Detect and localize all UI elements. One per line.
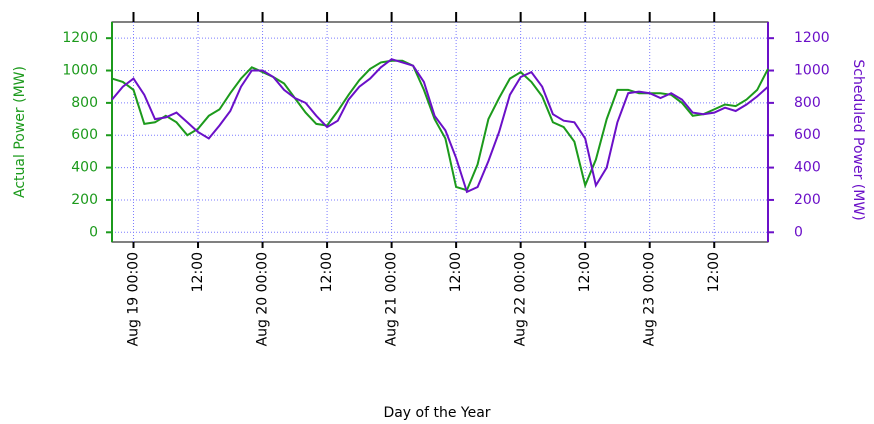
y2-tick-label: 400 bbox=[794, 160, 821, 176]
x-tick-label: 12:00 bbox=[706, 252, 722, 292]
x-tick-label: 12:00 bbox=[319, 252, 335, 292]
y-tick-label: 400 bbox=[71, 160, 98, 176]
x-tick-label: 12:00 bbox=[448, 252, 464, 292]
y-tick-label: 200 bbox=[71, 192, 98, 208]
x-tick-label: 12:00 bbox=[577, 252, 593, 292]
series-line bbox=[111, 59, 769, 192]
y2-tick-label: 0 bbox=[794, 224, 803, 240]
y-tick-label: 1200 bbox=[62, 30, 98, 46]
y-axis-title: Actual Power (MW) bbox=[12, 66, 28, 198]
y2-axis-title: Scheduled Power (MW) bbox=[850, 59, 866, 220]
y2-tick-label: 800 bbox=[794, 95, 821, 111]
x-tick-label: Aug 23 00:00 bbox=[642, 252, 658, 346]
y-tick-label: 600 bbox=[71, 127, 98, 143]
y2-tick-label: 1000 bbox=[794, 63, 830, 79]
x-tick-label: Aug 19 00:00 bbox=[126, 252, 142, 346]
y2-tick-label: 600 bbox=[794, 127, 821, 143]
series-line bbox=[111, 58, 769, 194]
y-tick-label: 800 bbox=[71, 95, 98, 111]
x-tick-label: Aug 22 00:00 bbox=[513, 252, 529, 346]
y2-tick-label: 200 bbox=[794, 192, 821, 208]
x-tick-label: 12:00 bbox=[190, 252, 206, 292]
plot-frame bbox=[111, 21, 769, 243]
y2-tick-label: 1200 bbox=[794, 30, 830, 46]
x-axis-title: Day of the Year bbox=[383, 405, 490, 421]
x-tick-label: Aug 20 00:00 bbox=[255, 252, 271, 346]
y-tick-label: 0 bbox=[89, 224, 98, 240]
x-tick-label: Aug 21 00:00 bbox=[384, 252, 400, 346]
y-tick-label: 1000 bbox=[62, 63, 98, 79]
